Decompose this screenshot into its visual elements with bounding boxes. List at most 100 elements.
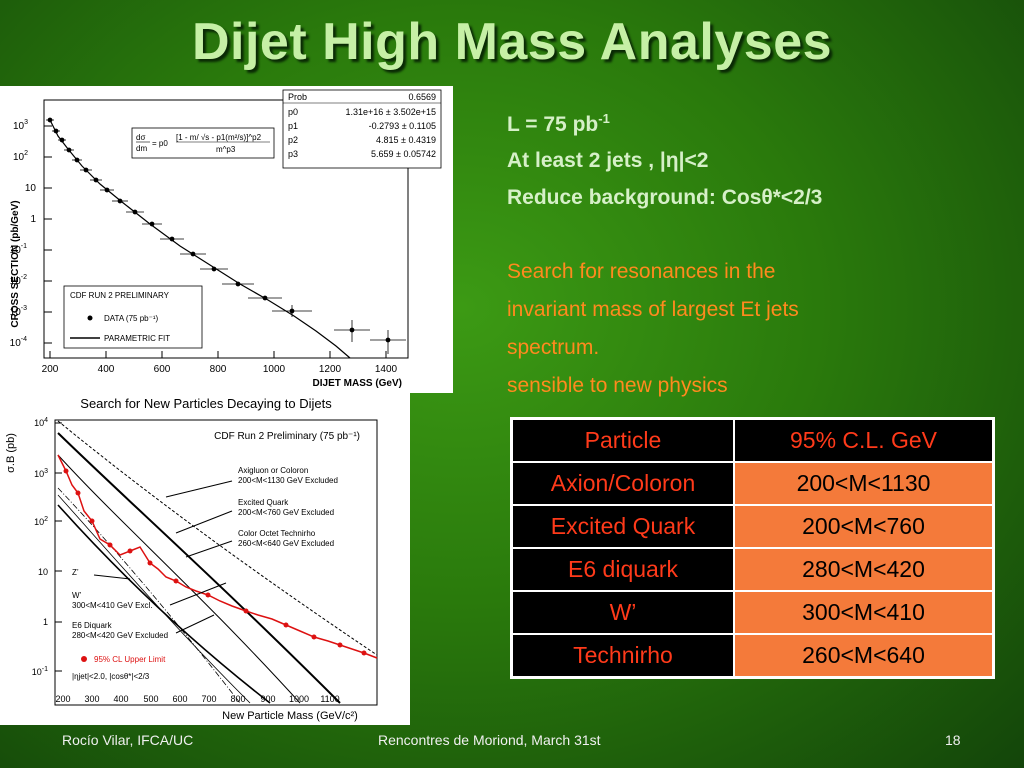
- zprime-curve: [57, 487, 241, 704]
- svg-text:260<M<640 GeV Excluded: 260<M<640 GeV Excluded: [238, 539, 334, 548]
- table-cell-particle: W’: [510, 590, 735, 635]
- svg-text:Axigluon or Coloron: Axigluon or Coloron: [238, 466, 308, 475]
- plot1-ytick: 103: [13, 119, 52, 132]
- plot2-y-ticks: 104 103 102 10 1 10-1: [32, 417, 62, 677]
- plot2-xtick: 1100: [320, 694, 339, 704]
- svg-text:200<M<760 GeV Excluded: 200<M<760 GeV Excluded: [238, 508, 334, 517]
- table-row: Technirho 260<M<640: [510, 633, 995, 679]
- plot1-xtick: 200: [42, 364, 59, 375]
- jets-cut-line: At least 2 jets , |η|<2: [507, 149, 709, 172]
- svg-text:10-1: 10-1: [10, 243, 27, 256]
- svg-text:5.659 ± 0.05742: 5.659 ± 0.05742: [371, 149, 436, 159]
- plot2-xtick: 600: [172, 694, 187, 704]
- svg-text:4.815 ± 0.4319: 4.815 ± 0.4319: [376, 135, 436, 145]
- svg-text:10: 10: [38, 567, 48, 577]
- axigluon-curve: [57, 420, 378, 656]
- plot1-xtick: 1000: [263, 364, 286, 375]
- plot1-y-ticks: 103 102 10 1 10-1 10-2 10-3 10-4: [10, 119, 52, 349]
- svg-text:W’: W’: [72, 591, 82, 600]
- dijet-limit-plot: Search for New Particles Decaying to Dij…: [0, 393, 410, 725]
- technirho-curve: [57, 454, 301, 704]
- svg-text:95% CL Upper Limit: 95% CL Upper Limit: [94, 655, 166, 664]
- plot2-xtick: 1000: [289, 694, 309, 704]
- svg-text:1: 1: [43, 617, 48, 627]
- plot1-fit-formula: dσ dm = p0 [1 - m/ √s - p1(m²/s)]^p2 m^p…: [131, 127, 275, 159]
- table-cell-limit: 260<M<640: [733, 633, 995, 679]
- table-header-particle: Particle: [510, 417, 735, 463]
- plot1-ytick: 10-2: [10, 274, 52, 287]
- table-row: Axion/Coloron 200<M<1130: [510, 461, 995, 506]
- background-cut-line: Reduce background: Cosθ*<2/3: [507, 186, 823, 209]
- plot1-ytick: 10-1: [10, 243, 52, 256]
- plot2-xtick: 200: [55, 694, 70, 704]
- svg-text:10: 10: [25, 183, 37, 194]
- legend-data-marker: [87, 315, 93, 321]
- svg-text:p3: p3: [288, 149, 298, 159]
- svg-text:103: 103: [13, 119, 28, 132]
- svg-text:Prob: Prob: [288, 92, 307, 102]
- svg-text:102: 102: [13, 150, 28, 163]
- svg-text:CDF RUN 2 PRELIMINARY: CDF RUN 2 PRELIMINARY: [70, 291, 170, 300]
- plot1-xtick: 600: [154, 364, 171, 375]
- diquark-curve: [57, 504, 271, 704]
- plot1-xtick: 800: [210, 364, 227, 375]
- dijet-mass-spectrum-plot: CROSS SECTION (pb/GeV) 103 102 10 1 10-1…: [0, 86, 453, 393]
- search-text-line-3: spectrum.: [507, 336, 600, 359]
- svg-text:10-4: 10-4: [10, 336, 27, 349]
- svg-text:102: 102: [34, 516, 48, 527]
- table-row: W’ 300<M<410: [510, 590, 995, 635]
- table-header-limit: 95% C.L. GeV: [733, 417, 995, 463]
- footer-page-number: 18: [945, 732, 961, 748]
- plot2-xtick: 300: [84, 694, 99, 704]
- svg-text:200<M<1130 GeV Excluded: 200<M<1130 GeV Excluded: [238, 476, 338, 485]
- limit-legend-marker: [81, 656, 87, 662]
- plot1-ytick: 10-4: [10, 336, 52, 349]
- plot1-x-ticks: 200 400 600 800 1000 1200 1400: [42, 351, 398, 375]
- footer-author: Rocío Vilar, IFCA/UC: [62, 732, 194, 748]
- svg-text:[1 - m/ √s - p1(m²/s)]^p2: [1 - m/ √s - p1(m²/s)]^p2: [176, 133, 262, 142]
- plot2-inner-title: CDF Run 2 Preliminary (75 pb⁻¹): [214, 431, 360, 442]
- plot1-xlabel: DIJET MASS (GeV): [313, 378, 402, 389]
- luminosity-line: L = 75 pb-1: [507, 111, 610, 136]
- plot2-xtick: 800: [230, 694, 245, 704]
- plot2-ylabel: σ.B (pb): [5, 433, 17, 473]
- svg-text:PARAMETRIC FIT: PARAMETRIC FIT: [104, 334, 170, 343]
- svg-text:1.31e+16 ± 3.502e+15: 1.31e+16 ± 3.502e+15: [345, 107, 436, 117]
- svg-text:Z’: Z’: [72, 568, 79, 577]
- svg-text:280<M<420 GeV Excluded: 280<M<420 GeV Excluded: [72, 631, 168, 640]
- plot1-ylabel: CROSS SECTION (pb/GeV): [10, 200, 21, 327]
- excited-quark-curve: [57, 432, 341, 704]
- upper-limit-points: [63, 468, 367, 656]
- table-cell-particle: Excited Quark: [510, 504, 735, 549]
- table-cell-particle: Technirho: [510, 633, 735, 679]
- svg-text:10-1: 10-1: [32, 666, 48, 677]
- plot1-xtick: 1400: [375, 364, 398, 375]
- plot1-ytick: 10: [25, 183, 52, 194]
- footer-conference: Rencontres de Moriond, March 31st: [378, 732, 601, 748]
- table-cell-particle: Axion/Coloron: [510, 461, 735, 506]
- svg-text:p2: p2: [288, 135, 298, 145]
- svg-text:dm: dm: [136, 144, 147, 153]
- search-text-line-2: invariant mass of largest Et jets: [507, 298, 799, 321]
- plot2-annotations: Axigluon or Coloron 200<M<1130 GeV Exclu…: [72, 466, 338, 681]
- plot2-xtick: 500: [143, 694, 158, 704]
- svg-text:300<M<410 GeV Excl.: 300<M<410 GeV Excl.: [72, 601, 153, 610]
- table-row: Excited Quark 200<M<760: [510, 504, 995, 549]
- svg-text:-0.2793 ± 0.1105: -0.2793 ± 0.1105: [369, 121, 436, 131]
- svg-text:dσ: dσ: [136, 133, 145, 142]
- plot1-xtick: 400: [98, 364, 115, 375]
- svg-text:Color Octet Technirho: Color Octet Technirho: [238, 529, 316, 538]
- svg-text:103: 103: [34, 468, 48, 479]
- plot2-xtick: 700: [201, 694, 216, 704]
- svg-text:Excited Quark: Excited Quark: [238, 498, 289, 507]
- plot1-ytick: 10-3: [10, 305, 52, 318]
- svg-text:DATA (75 pb⁻¹): DATA (75 pb⁻¹): [104, 314, 159, 323]
- wprime-curve: [57, 494, 251, 704]
- plot2-title: Search for New Particles Decaying to Dij…: [80, 396, 332, 411]
- svg-text:p0: p0: [288, 107, 298, 117]
- table-cell-limit: 200<M<1130: [733, 461, 995, 506]
- plot1-xtick: 1200: [319, 364, 342, 375]
- plot1-legend: CDF RUN 2 PRELIMINARY DATA (75 pb⁻¹) PAR…: [63, 285, 203, 349]
- table-row: E6 diquark 280<M<420: [510, 547, 995, 592]
- search-text-line-1: Search for resonances in the: [507, 260, 776, 283]
